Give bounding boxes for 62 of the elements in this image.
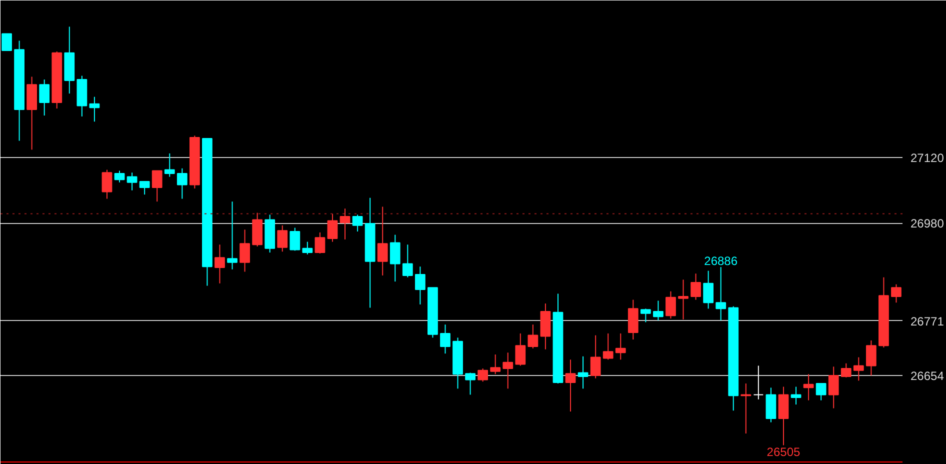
candlestick bbox=[590, 334, 601, 379]
y-tick-label: 26771 bbox=[910, 314, 944, 328]
candlestick bbox=[139, 180, 150, 196]
y-tick-label: 26980 bbox=[910, 216, 944, 231]
candlestick bbox=[828, 366, 839, 409]
candlestick bbox=[790, 386, 802, 406]
candlestick bbox=[290, 227, 300, 252]
candlestick bbox=[164, 152, 175, 178]
candlestick bbox=[753, 365, 764, 400]
candlestick bbox=[490, 354, 501, 375]
candlestick bbox=[778, 386, 789, 446]
candlestick bbox=[465, 372, 476, 396]
candlestick bbox=[891, 284, 902, 304]
candlestick bbox=[340, 208, 350, 240]
candlestick bbox=[402, 244, 413, 278]
candlestick bbox=[478, 368, 488, 382]
candlestick bbox=[240, 229, 250, 272]
candlestick bbox=[227, 201, 238, 270]
y-tick-label: 27120 bbox=[910, 151, 944, 166]
candlestick bbox=[565, 359, 576, 412]
candlestick bbox=[314, 232, 326, 254]
candlestick bbox=[816, 382, 826, 401]
candlestick bbox=[866, 340, 876, 376]
candlestick bbox=[853, 356, 864, 382]
candlestick bbox=[766, 387, 776, 423]
candlestick bbox=[640, 308, 651, 323]
candlestick bbox=[352, 214, 363, 232]
candlestick bbox=[214, 244, 225, 284]
candlestick bbox=[666, 290, 676, 319]
candlestick bbox=[126, 172, 138, 191]
candlestick bbox=[277, 224, 288, 252]
candlestick bbox=[628, 299, 638, 340]
candlestick bbox=[39, 79, 50, 116]
candlestick bbox=[528, 324, 538, 349]
candlestick bbox=[716, 266, 726, 321]
y-tick-label: 26654 bbox=[910, 369, 944, 384]
candlestick bbox=[176, 168, 188, 200]
candlestick bbox=[89, 96, 100, 122]
candlestick bbox=[440, 324, 450, 354]
candlestick bbox=[414, 266, 426, 305]
candlestick bbox=[152, 170, 162, 202]
candlestick bbox=[2, 33, 12, 52]
candlestick bbox=[803, 374, 814, 401]
annotation: 26886 bbox=[704, 254, 738, 268]
candlestick bbox=[502, 352, 514, 390]
annotation: 26505 bbox=[766, 445, 800, 460]
candlestick bbox=[390, 234, 400, 282]
candlestick bbox=[678, 279, 688, 320]
candlestick bbox=[840, 362, 852, 378]
candlestick bbox=[703, 270, 714, 310]
candlestick bbox=[515, 332, 526, 366]
candlestick bbox=[740, 382, 752, 434]
candlestick bbox=[653, 300, 664, 321]
candlestick bbox=[327, 213, 338, 242]
candlestick bbox=[602, 332, 614, 360]
candlestick bbox=[114, 170, 125, 183]
candlestick bbox=[615, 332, 626, 360]
candlestick bbox=[377, 206, 388, 276]
candlestick bbox=[302, 241, 313, 255]
candlestick bbox=[690, 273, 701, 300]
candlestick bbox=[102, 169, 112, 200]
candlestick bbox=[578, 356, 588, 390]
